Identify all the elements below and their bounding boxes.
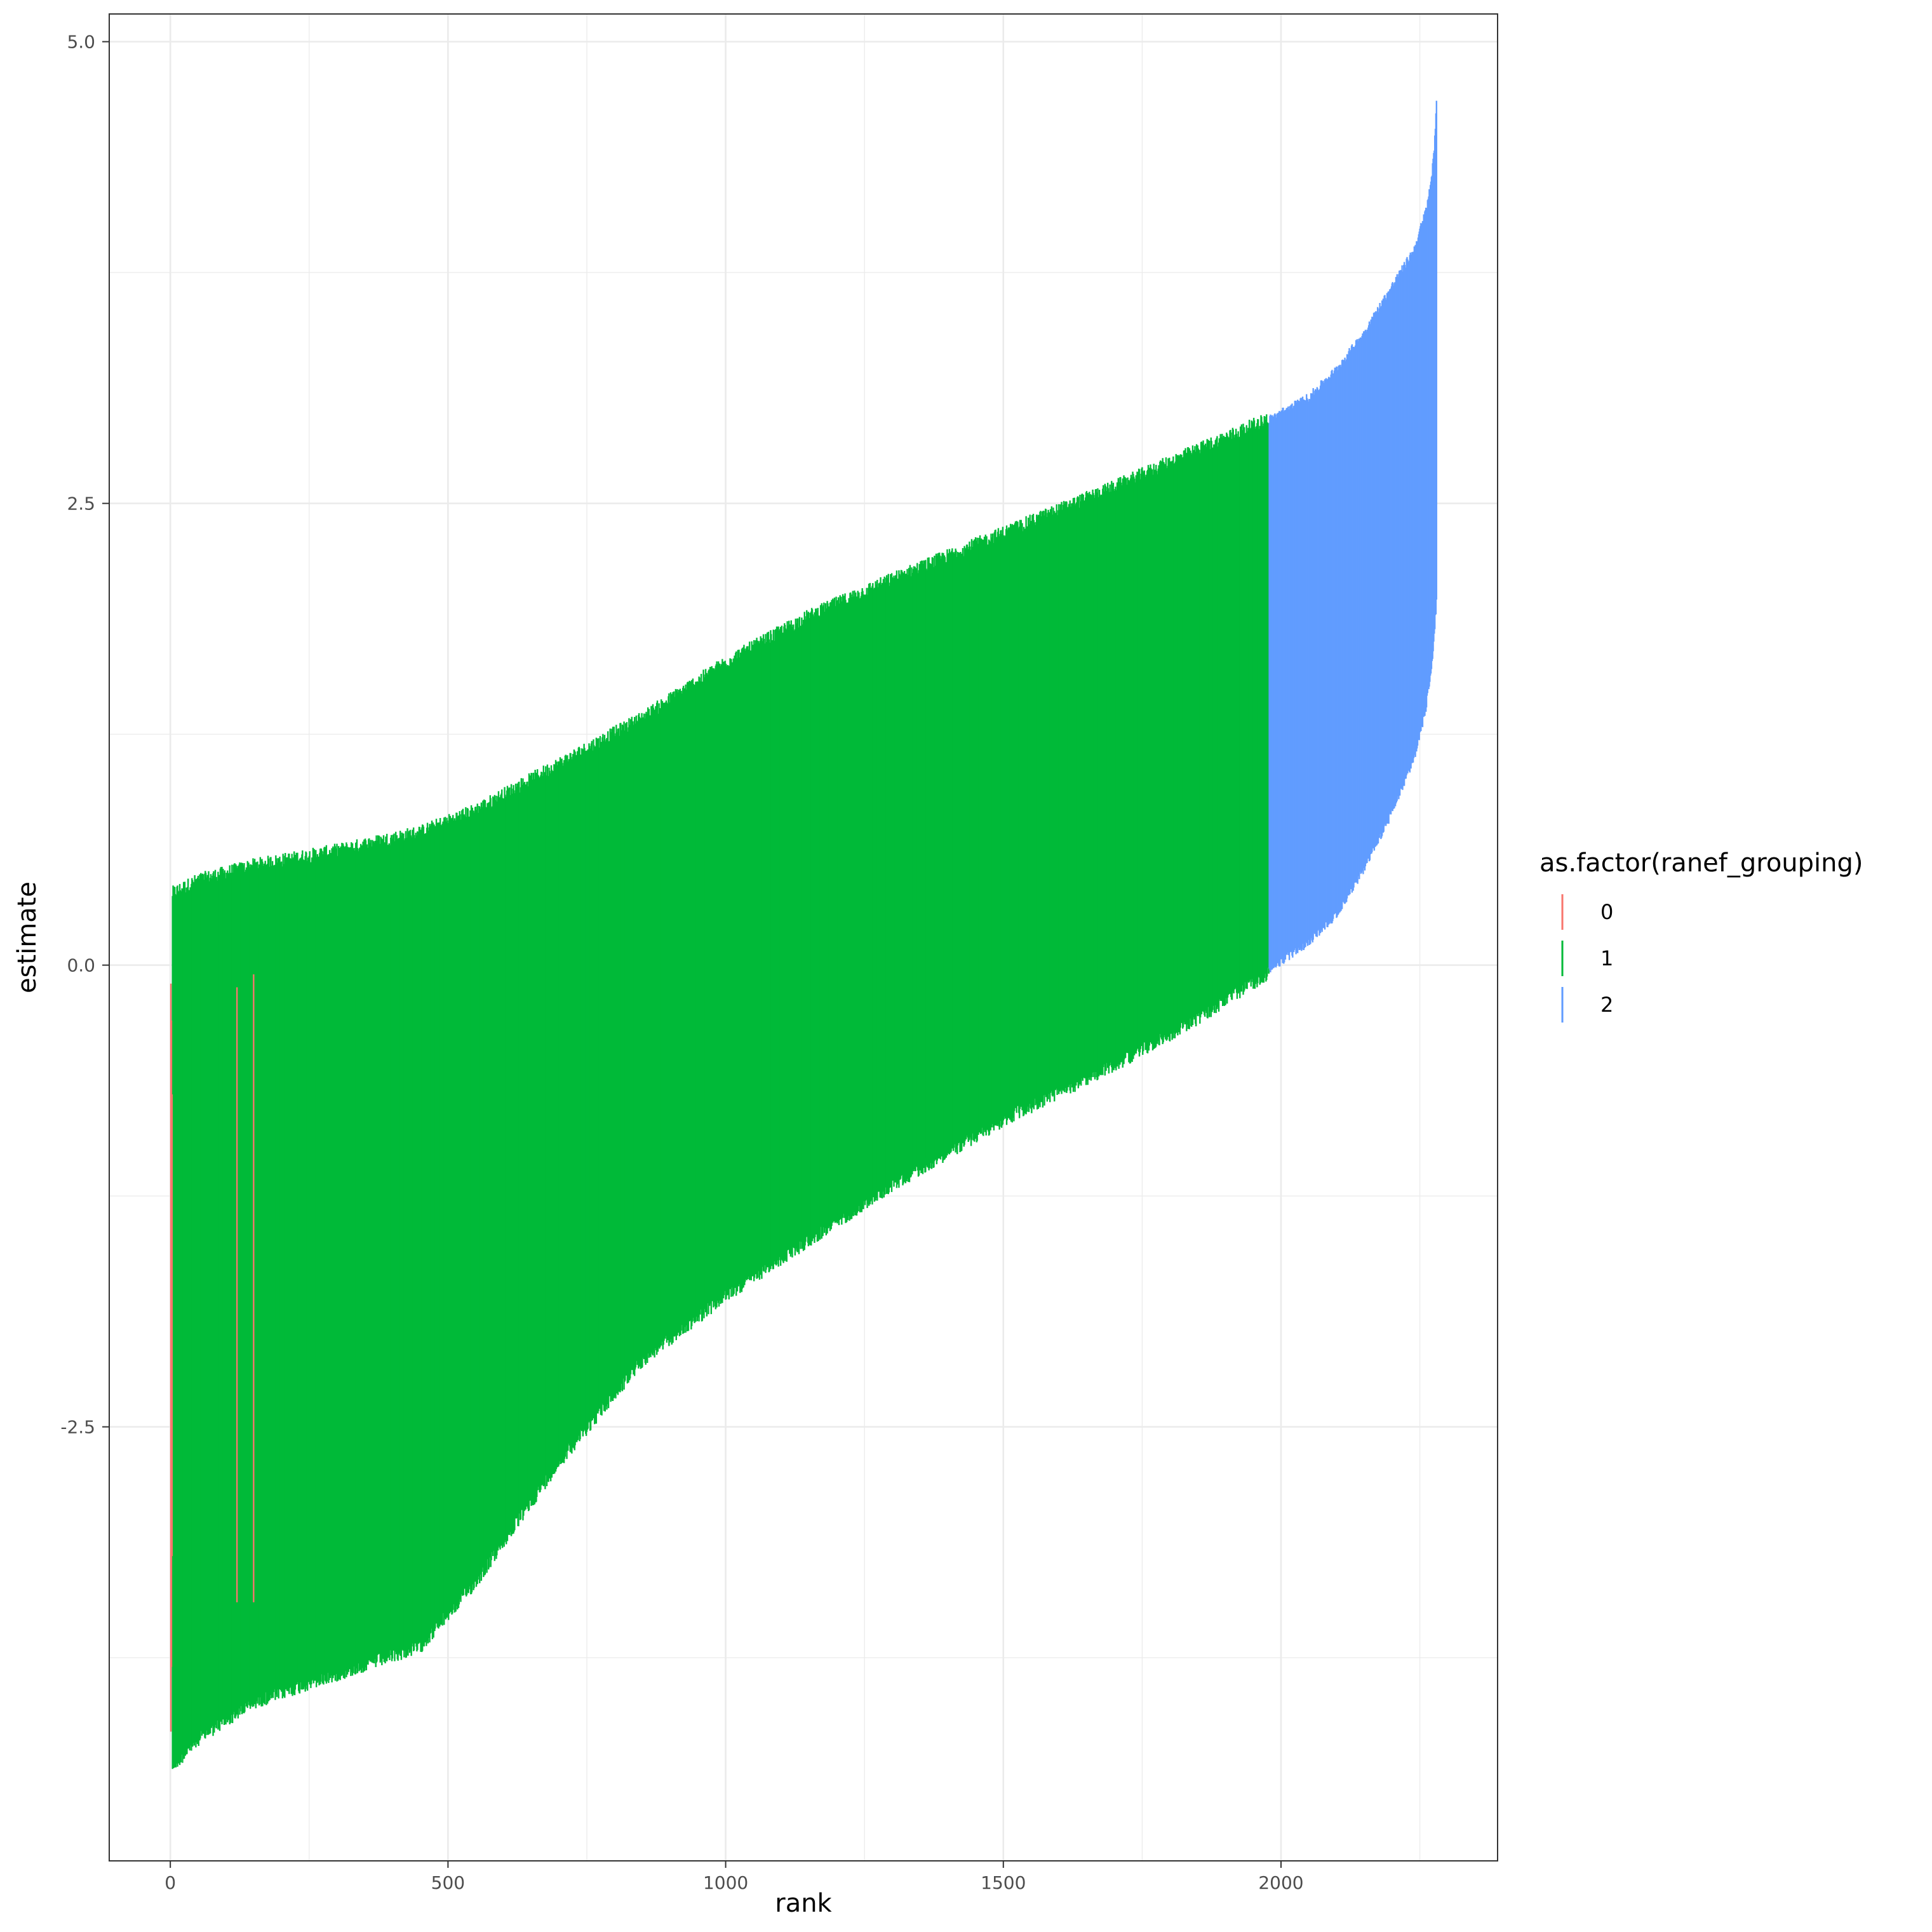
legend-title: as.factor(ranef_grouping) [1540,849,1863,878]
series-2-errorbars [1268,100,1438,972]
y-tick-labels: -2.5 0.0 2.5 5.0 [60,32,95,1438]
y-axis-title: estimate [13,882,42,993]
x-tick-labels: 0 500 1000 1500 2000 [164,1872,1303,1893]
legend-label-1: 1 [1600,946,1613,970]
series-0-errorbars [170,974,255,1732]
axis-ticks [102,41,1282,1868]
panel-frame [109,13,1498,1862]
x-tick-label: 2000 [1258,1872,1303,1893]
x-tick-label: 1000 [703,1872,748,1893]
error-bars [170,100,1438,1769]
panel-border [109,13,1498,1862]
y-tick-label: 5.0 [67,32,95,53]
x-tick-label: 500 [431,1872,465,1893]
y-tick-label: 0.0 [67,955,95,976]
legend-label-2: 2 [1600,993,1613,1017]
y-tick-label: -2.5 [60,1417,95,1438]
x-tick-label: 1500 [981,1872,1026,1893]
legend-label-0: 0 [1600,900,1613,924]
x-axis-title: rank [775,1889,832,1918]
y-tick-label: 2.5 [67,493,95,514]
x-tick-label: 0 [164,1872,176,1893]
legend: as.factor(ranef_grouping) 0 1 2 [1540,849,1863,1023]
